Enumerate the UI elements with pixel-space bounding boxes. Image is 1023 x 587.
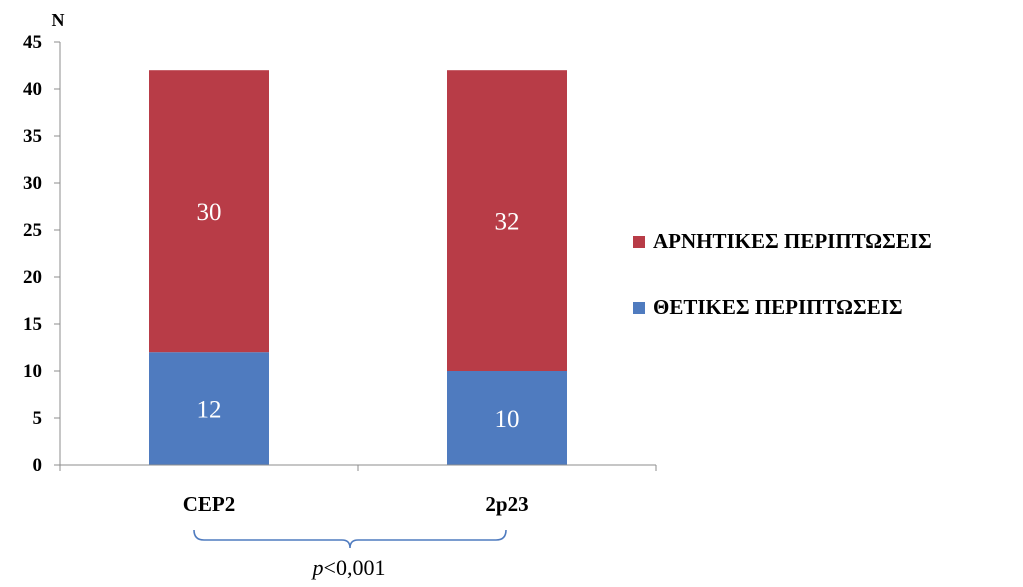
bar-segment [149,352,269,465]
data-label: 32 [495,209,520,236]
bar-segment [149,70,269,353]
bar-segment [447,70,567,371]
y-tick-label: 0 [33,455,43,476]
x-category-label: CEP2 [183,492,236,516]
bar-segment [447,371,567,465]
p-value-text: <0,001 [324,555,386,580]
x-category-label: 2p23 [485,492,528,516]
legend-item-label: ΑΡΝΗΤΙΚΕΣ ΠΕΡΙΠΤΩΣΕΙΣ [653,229,932,253]
y-tick-label: 10 [23,361,42,382]
data-label: 10 [495,406,520,433]
y-tick-label: 15 [23,314,42,335]
y-tick-label: 5 [33,408,43,429]
p-value-prefix: p [311,555,324,580]
legend-swatch [633,302,645,314]
significance-brace [193,529,507,549]
y-tick-label: 35 [23,126,42,147]
y-tick-label: 40 [23,79,42,100]
y-tick-label: 20 [23,267,42,288]
y-tick-label: 45 [23,32,42,53]
p-value-annotation: p<0,001 [311,555,386,580]
legend-item-label: ΘΕΤΙΚΕΣ ΠΕΡΙΠΤΩΣΕΙΣ [653,295,903,319]
data-label: 12 [197,397,222,424]
data-label: 30 [197,199,222,226]
y-axis-label: N [52,10,65,30]
y-tick-label: 25 [23,220,42,241]
y-tick-label: 30 [23,173,42,194]
legend-swatch [633,236,645,248]
